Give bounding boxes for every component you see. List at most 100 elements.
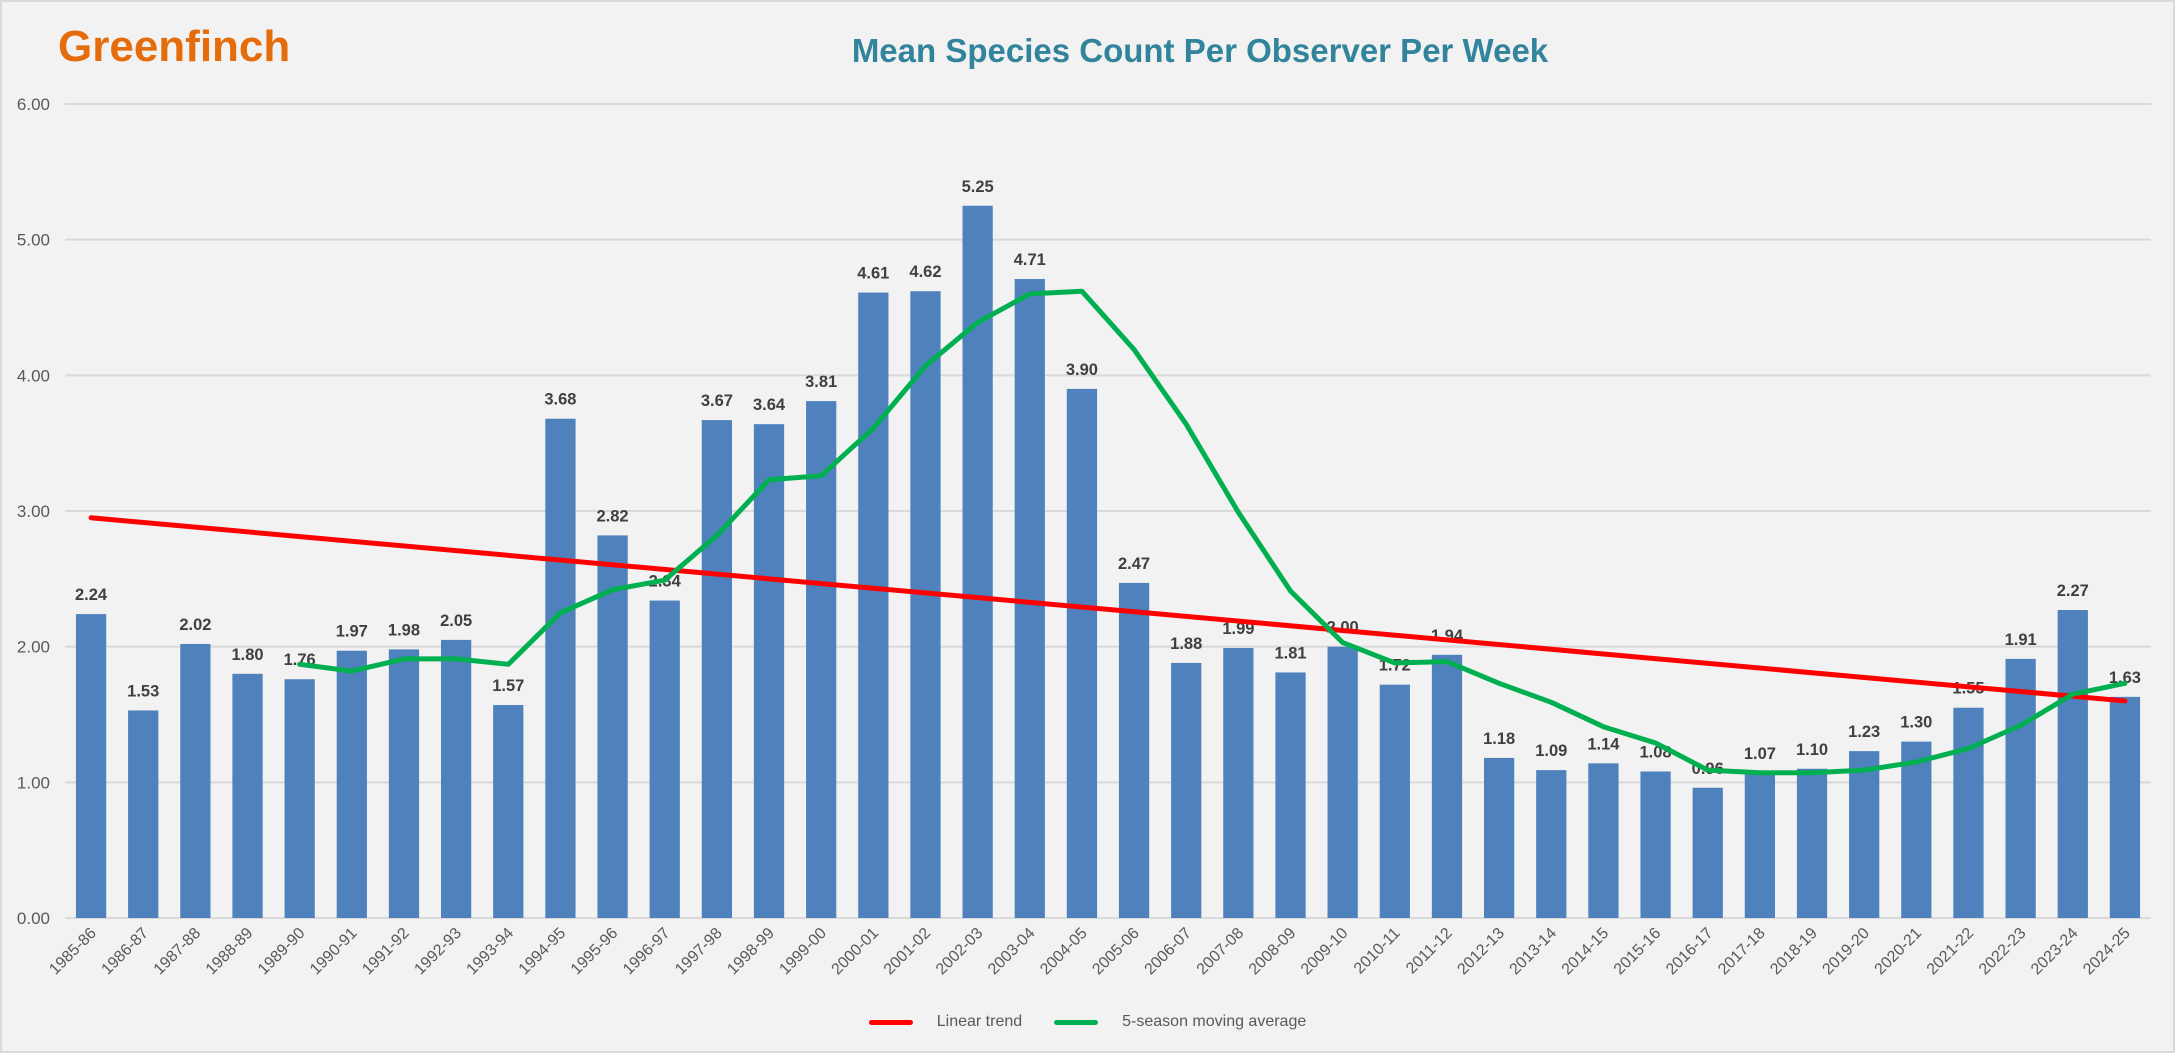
bar[interactable]: [128, 710, 159, 918]
data-label: 1.81: [1274, 644, 1306, 662]
x-tick-label: 2018-19: [1767, 925, 1821, 979]
brand-title: Greenfinch: [58, 22, 291, 71]
bar[interactable]: [753, 424, 785, 918]
bar[interactable]: [2109, 696, 2141, 918]
bar[interactable]: [1849, 751, 1880, 918]
bar[interactable]: [284, 679, 315, 918]
bar[interactable]: [1431, 654, 1463, 918]
x-tick-label: 2015-16: [1611, 925, 1665, 979]
data-label: 1.57: [492, 677, 524, 695]
bar[interactable]: [441, 639, 472, 918]
bar[interactable]: [597, 535, 628, 918]
bar[interactable]: [336, 650, 367, 918]
x-tick-label: 1989-90: [255, 925, 309, 979]
bar[interactable]: [1327, 646, 1358, 918]
data-label: 3.90: [1066, 361, 1098, 379]
x-tick-label: 2000-01: [829, 925, 883, 979]
data-label: 3.67: [701, 392, 733, 410]
x-tick-label: 1988-89: [203, 925, 257, 979]
x-tick-label: 1995-96: [568, 925, 622, 979]
legend-label: 5-season moving average: [1122, 1013, 1307, 1030]
data-label: 1.30: [1900, 714, 1932, 732]
x-tick-label: 1997-98: [672, 925, 726, 979]
bar[interactable]: [649, 600, 680, 918]
legend-swatch-moving-average: [1054, 1019, 1099, 1025]
bar[interactable]: [1379, 684, 1410, 918]
bar[interactable]: [910, 291, 941, 919]
bar[interactable]: [388, 649, 420, 918]
bar[interactable]: [1118, 582, 1150, 918]
data-label: 3.64: [753, 396, 786, 414]
x-tick-label: 1990-91: [307, 925, 361, 979]
data-label: 4.61: [857, 265, 889, 283]
data-label: 4.62: [909, 263, 941, 281]
bar[interactable]: [1171, 662, 1202, 918]
bar[interactable]: [1588, 763, 1619, 918]
data-label: 1.91: [2005, 631, 2037, 649]
bar[interactable]: [962, 205, 993, 918]
legend-item-moving-average[interactable]: 5-season moving average: [1054, 1013, 1306, 1031]
bar[interactable]: [1744, 772, 1775, 918]
bar[interactable]: [1014, 279, 1045, 918]
y-tick-label: 1.00: [17, 773, 50, 792]
data-label: 1.18: [1483, 730, 1515, 748]
y-tick-label: 5.00: [17, 231, 50, 250]
bar[interactable]: [1484, 757, 1515, 918]
x-tick-label: 1999-00: [776, 925, 830, 979]
bar[interactable]: [1692, 787, 1723, 918]
y-axis-ticks: 0.00 1.00 2.00 3.00 4.00 5.00 6.00: [17, 95, 50, 928]
x-tick-label: 1986-87: [99, 925, 153, 979]
bar[interactable]: [232, 673, 263, 918]
x-tick-label: 2012-13: [1454, 925, 1508, 979]
bar[interactable]: [1640, 771, 1671, 918]
x-tick-label: 2003-04: [985, 925, 1039, 979]
bar[interactable]: [1953, 707, 1984, 918]
series-lines: [88, 288, 2128, 776]
x-tick-label: 2021-22: [1924, 925, 1978, 979]
y-tick-label: 2.00: [17, 638, 50, 657]
bar[interactable]: [701, 420, 732, 918]
bar[interactable]: [180, 643, 211, 918]
data-labels: 2.241.532.021.80 1.761.97 1.982.051.573.68…: [75, 178, 2141, 778]
x-tick-label: 2013-14: [1507, 925, 1561, 979]
x-tick-label: 2017-18: [1715, 925, 1769, 979]
x-tick-label: 1987-88: [151, 925, 205, 979]
bar[interactable]: [2057, 610, 2088, 918]
bar[interactable]: [1901, 741, 1932, 918]
data-label: 3.68: [544, 391, 576, 409]
bar[interactable]: [493, 705, 524, 918]
x-tick-label: 1994-95: [516, 925, 570, 979]
linear-trend-line: [88, 515, 2128, 704]
bars: [75, 205, 2141, 919]
data-label: 2.02: [179, 616, 211, 634]
x-tick-label: 2019-20: [1819, 925, 1873, 979]
data-label: 1.14: [1587, 735, 1620, 753]
bar[interactable]: [858, 292, 889, 918]
x-tick-label: 2009-10: [1298, 925, 1352, 979]
bar[interactable]: [2005, 658, 2036, 918]
data-label: 1.07: [1744, 745, 1776, 763]
legend-label: Linear trend: [936, 1013, 1023, 1030]
data-label: 1.23: [1848, 723, 1880, 741]
bar[interactable]: [1275, 672, 1306, 918]
data-label: 2.05: [440, 612, 472, 630]
bar[interactable]: [806, 401, 837, 918]
bar[interactable]: [1223, 648, 1254, 918]
x-tick-label: 1993-94: [464, 925, 518, 979]
data-label: 3.81: [805, 373, 837, 391]
gridlines: [65, 103, 2151, 919]
bar[interactable]: [1536, 770, 1567, 918]
x-tick-label: 2001-02: [881, 925, 935, 979]
x-tick-label: 2007-08: [1194, 925, 1248, 979]
x-tick-label: 2002-03: [933, 925, 987, 979]
legend-item-linear-trend[interactable]: Linear trend: [868, 1013, 1023, 1031]
bar[interactable]: [545, 418, 576, 918]
bar[interactable]: [1796, 768, 1828, 918]
bar[interactable]: [1066, 388, 1098, 918]
bar[interactable]: [75, 614, 107, 918]
data-label: 1.10: [1796, 741, 1828, 759]
x-tick-label: 2016-17: [1663, 925, 1717, 979]
data-label: 1.80: [231, 646, 263, 664]
data-label: 1.99: [1222, 620, 1254, 638]
chart-title: Mean Species Count Per Observer Per Week: [851, 32, 1549, 69]
